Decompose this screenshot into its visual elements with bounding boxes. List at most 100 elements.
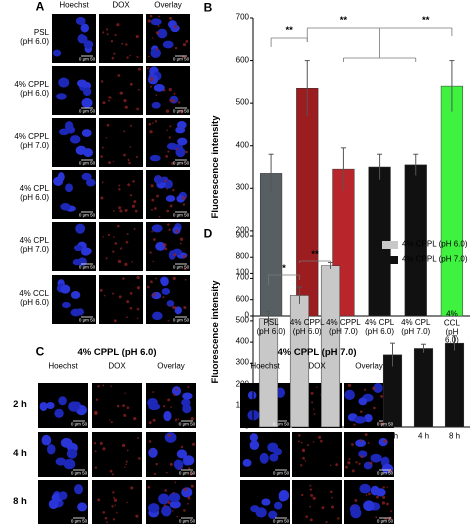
nucleus xyxy=(177,137,188,146)
nucleus xyxy=(268,510,278,519)
y-tick-label: 600 xyxy=(235,294,249,304)
dox-signal xyxy=(365,494,368,496)
dox-signal xyxy=(116,404,120,408)
dox-signal xyxy=(107,233,111,237)
dox-signal xyxy=(163,89,166,92)
dox-signal xyxy=(363,388,367,391)
dox-signal xyxy=(124,105,128,109)
dox-signal xyxy=(175,420,177,422)
nucleus xyxy=(242,458,252,467)
dox-signal xyxy=(150,184,154,188)
dox-signal xyxy=(313,413,316,415)
nucleus xyxy=(364,413,373,423)
panel-label: D xyxy=(203,226,213,241)
scale-bar-label: 0 μm 50 xyxy=(78,56,96,62)
dox-signal xyxy=(117,74,121,77)
nucleus xyxy=(58,396,67,406)
nucleus xyxy=(278,492,287,502)
nucleus xyxy=(53,176,64,186)
dox-signal xyxy=(126,56,129,59)
dox-signal xyxy=(125,463,128,466)
column-header: DOX xyxy=(108,361,126,371)
dox-signal xyxy=(116,512,118,514)
micrograph xyxy=(292,480,342,524)
scale-bar-label: 0 μm 50 xyxy=(272,518,290,524)
dox-signal xyxy=(152,418,156,422)
micrograph xyxy=(99,222,143,271)
dox-signal xyxy=(375,516,378,519)
nucleus xyxy=(75,223,86,234)
dox-signal xyxy=(126,316,128,319)
dox-signal xyxy=(120,247,123,250)
nucleus xyxy=(169,500,181,509)
dox-signal xyxy=(113,52,116,55)
dox-signal xyxy=(126,449,129,452)
dox-signal xyxy=(124,208,128,212)
nucleus xyxy=(161,505,172,517)
row-label: 4% CCL (pH 6.0) xyxy=(19,289,49,307)
dox-signal xyxy=(126,501,128,504)
nucleus xyxy=(373,383,383,394)
y-tick-label: 100 xyxy=(235,268,249,278)
nucleus xyxy=(158,493,170,505)
nucleus xyxy=(355,439,367,447)
dox-signal xyxy=(155,462,158,466)
nucleus xyxy=(150,48,161,58)
dox-signal xyxy=(130,486,134,490)
dox-signal xyxy=(136,55,139,58)
dox-signal xyxy=(318,435,322,439)
nucleus xyxy=(153,83,165,92)
dox-signal xyxy=(309,518,313,522)
nucleus xyxy=(359,483,371,494)
dox-signal xyxy=(97,384,100,388)
dox-signal xyxy=(113,496,115,499)
dox-signal xyxy=(99,288,103,292)
scale-bar-label: 0 μm 50 xyxy=(78,160,96,166)
nucleus xyxy=(66,448,78,459)
dox-signal xyxy=(163,243,167,247)
dox-signal xyxy=(330,490,333,494)
dox-signal xyxy=(110,40,114,43)
nucleus xyxy=(370,453,382,463)
x-tick-label: 4% CPPL (pH 6.0) xyxy=(289,318,325,336)
nucleus xyxy=(255,507,267,518)
dox-signal xyxy=(155,277,157,280)
scale-bar-label: 0 μm 50 xyxy=(172,56,190,62)
dox-signal xyxy=(165,154,169,158)
nucleus xyxy=(80,23,90,33)
dox-signal xyxy=(306,444,309,447)
dox-signal xyxy=(113,210,115,212)
dox-signal xyxy=(329,464,332,467)
dox-signal xyxy=(99,441,103,446)
dox-signal xyxy=(132,180,135,183)
micrograph xyxy=(99,14,143,63)
dox-signal xyxy=(94,450,97,453)
dox-signal xyxy=(171,99,175,103)
dox-signal xyxy=(112,160,115,163)
dox-signal xyxy=(355,461,358,464)
dox-signal xyxy=(175,388,178,391)
dox-signal xyxy=(102,101,106,105)
dox-signal xyxy=(337,517,340,520)
nucleus xyxy=(152,311,163,321)
dox-signal xyxy=(124,262,128,267)
dox-signal xyxy=(381,501,386,505)
dox-signal xyxy=(167,319,170,322)
dox-signal xyxy=(390,510,392,513)
dox-signal xyxy=(305,515,308,518)
x-tick-label: 2 h xyxy=(386,431,399,441)
dox-signal xyxy=(177,101,181,104)
nucleus xyxy=(70,308,81,317)
dox-signal xyxy=(190,484,194,488)
dox-signal xyxy=(172,276,176,281)
dox-signal xyxy=(135,514,139,518)
nucleus xyxy=(81,172,92,181)
y-tick-label: 0 xyxy=(244,310,249,320)
dox-signal xyxy=(111,505,114,508)
dox-signal xyxy=(119,209,123,213)
dox-signal xyxy=(360,439,363,442)
y-tick-label: 300 xyxy=(235,182,249,192)
dox-signal xyxy=(108,99,111,102)
scale-bar-label: 0 μm 50 xyxy=(78,317,96,323)
